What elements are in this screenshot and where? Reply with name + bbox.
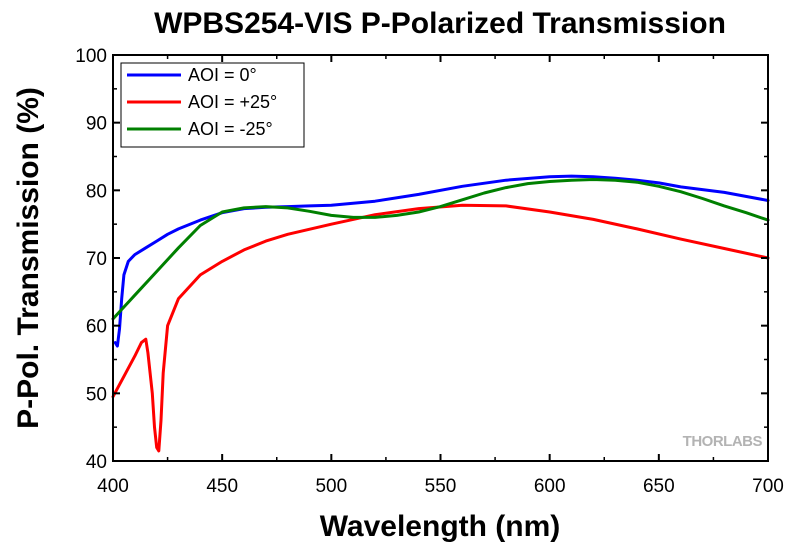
x-tick-label: 500	[315, 476, 347, 497]
series-line-1	[111, 203, 770, 453]
thorlabs-logo: THORLABS	[683, 433, 763, 450]
x-axis-ticks: 400 450 500 550 600 650 700	[97, 55, 784, 497]
y-tick-label: 90	[86, 114, 107, 135]
y-axis-label: P-Pol. Transmission (%)	[12, 87, 45, 429]
x-tick-label: 400	[97, 476, 129, 497]
legend-label-1: AOI = +25°	[188, 92, 277, 112]
legend-label-2: AOI = -25°	[188, 119, 273, 139]
chart-title: WPBS254-VIS P-Polarized Transmission	[154, 7, 726, 40]
y-tick-label: 50	[86, 384, 107, 405]
x-axis-label: Wavelength (nm)	[320, 510, 561, 543]
plot-lines	[111, 174, 770, 453]
y-tick-label: 100	[75, 46, 107, 67]
x-tick-label: 600	[534, 476, 566, 497]
series-line-0	[113, 174, 770, 348]
y-tick-label: 40	[86, 452, 107, 473]
x-tick-label: 650	[643, 476, 675, 497]
x-tick-label: 450	[206, 476, 238, 497]
y-tick-label: 60	[86, 317, 107, 338]
legend-label-0: AOI = 0°	[188, 65, 257, 85]
y-tick-label: 70	[86, 249, 107, 270]
x-tick-label: 700	[752, 476, 784, 497]
y-axis-ticks: 40 50 60 70 80 90 100	[75, 46, 768, 473]
y-tick-label: 80	[86, 181, 107, 202]
legend: AOI = 0° AOI = +25° AOI = -25°	[120, 62, 305, 148]
x-tick-label: 550	[425, 476, 457, 497]
series-line-2	[111, 178, 770, 321]
legend-box	[120, 62, 305, 148]
